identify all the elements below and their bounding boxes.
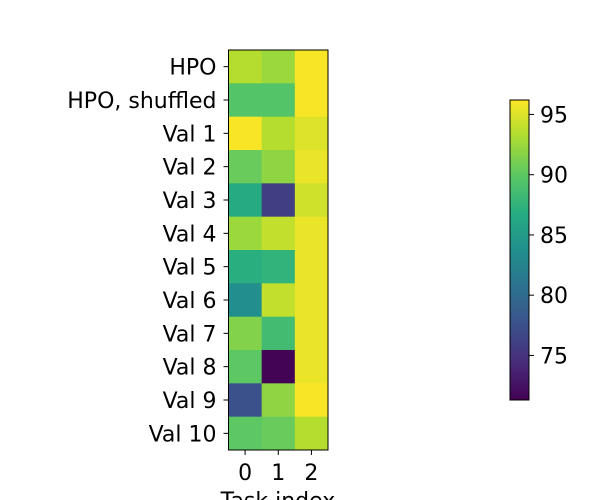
y-tick-label: Val 9 <box>163 389 217 414</box>
colorbar <box>509 99 530 401</box>
heatmap-cell <box>294 150 329 184</box>
colorbar-tick-label: 80 <box>540 284 568 309</box>
x-tick-label: 2 <box>304 461 318 486</box>
colorbar-tick-label: 75 <box>540 344 568 369</box>
heatmap-cell <box>228 416 263 451</box>
heatmap-cell <box>228 283 263 318</box>
heatmap-cell <box>261 216 296 251</box>
y-tick-label: Val 2 <box>163 156 217 181</box>
heatmap-cell <box>294 416 329 451</box>
heatmap-cell <box>228 50 263 84</box>
y-tick-label: HPO, shuffled <box>67 89 216 114</box>
y-tick-label: Val 4 <box>163 222 217 247</box>
heatmap-cell <box>228 150 263 184</box>
heatmap-cell <box>294 283 329 318</box>
y-tick-labels: HPO HPO, shuffled Val 1 Val 2 Val 3 Val 4 Val … <box>67 56 229 447</box>
heatmap-cell <box>294 116 329 151</box>
y-tick-label: HPO <box>169 56 216 81</box>
y-tick-label: Val 6 <box>163 289 217 314</box>
heatmap-cell <box>261 250 296 284</box>
heatmap-cell <box>294 383 329 418</box>
x-tick-label: 1 <box>271 461 285 486</box>
heatmap-cell <box>228 350 263 384</box>
heatmap-cell <box>261 150 296 184</box>
heatmap-cell <box>261 416 296 451</box>
heatmap-cell <box>294 316 329 351</box>
colorbar-tick-label: 85 <box>540 224 568 249</box>
heatmap-cell <box>294 50 329 84</box>
heatmap-cell <box>261 83 296 118</box>
colorbar-tick-label: 90 <box>540 164 568 189</box>
y-tick-label: Val 5 <box>163 256 217 281</box>
colorbar-tick-label: 95 <box>540 103 568 128</box>
heatmap-cell <box>261 383 296 418</box>
heatmap-cell <box>294 350 329 384</box>
heatmap-cell <box>294 216 329 251</box>
colorbar-ticks: 75 80 85 90 95 <box>529 103 568 369</box>
x-tick-label: 0 <box>238 461 252 486</box>
heatmap-cell <box>261 283 296 318</box>
heatmap-cell <box>228 216 263 251</box>
heatmap-cell <box>261 350 296 384</box>
heatmap-cell <box>228 383 263 418</box>
y-tick-label: Val 1 <box>163 122 217 147</box>
y-tick-label: Val 3 <box>163 189 217 214</box>
y-tick-label: Val 7 <box>163 322 217 347</box>
heatmap-cell <box>261 183 296 218</box>
heatmap-cell <box>294 183 329 218</box>
x-axis-label: Task index <box>220 489 336 500</box>
heatmap-cells <box>228 50 329 451</box>
heatmap-cell <box>261 316 296 351</box>
heatmap-cell <box>294 250 329 284</box>
y-tick-label: Val 10 <box>149 422 217 447</box>
heatmap-cell <box>261 116 296 151</box>
heatmap-cell <box>228 250 263 284</box>
heatmap-cell <box>228 183 263 218</box>
y-tick-label: Val 8 <box>163 356 217 381</box>
heatmap-cell <box>261 50 296 84</box>
heatmap-cell <box>228 316 263 351</box>
heatmap-cell <box>294 83 329 118</box>
heatmap-cell <box>228 116 263 151</box>
heatmap-cell <box>228 83 263 118</box>
